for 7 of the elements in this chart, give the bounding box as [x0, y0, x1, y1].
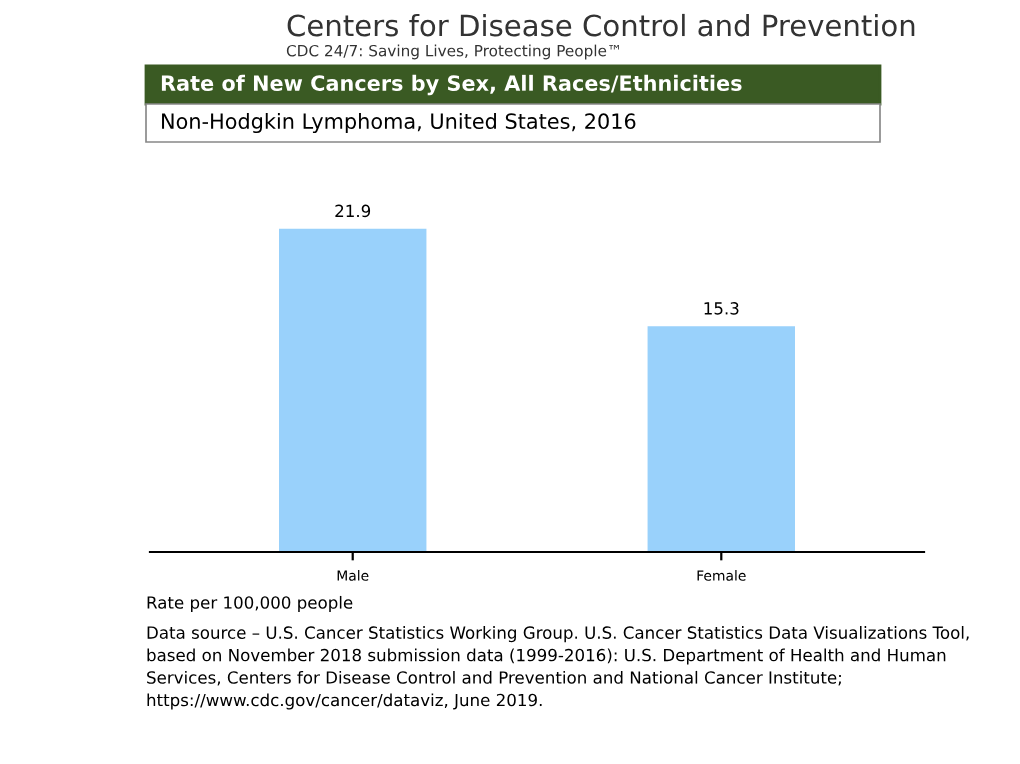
chart-title: Rate of New Cancers by Sex, All Races/Ethnicities	[161, 74, 742, 96]
text: Centers for Disease Control and Prevention	[287, 13, 915, 37]
source-note: Data source – U.S. Cancer Statistics Working Group. U.S. Cancer Statistics Data Visualizations Tool, based on November 2018 submission data (1999-2016): U.S. Department of Health and Human Services, Centers for Disease Control and Prevention and National Cancer Institute; https://www.cdc.gov/cancer/dataviz, June 2019.	[147, 626, 969, 710]
chart-subtitle: Non-Hodgkin Lymphoma, United States, 2016	[162, 112, 636, 134]
text: Rate per 100,000 people	[147, 595, 353, 613]
data-label: 21.9	[335, 204, 371, 218]
data-label: 15.3	[704, 302, 739, 315]
